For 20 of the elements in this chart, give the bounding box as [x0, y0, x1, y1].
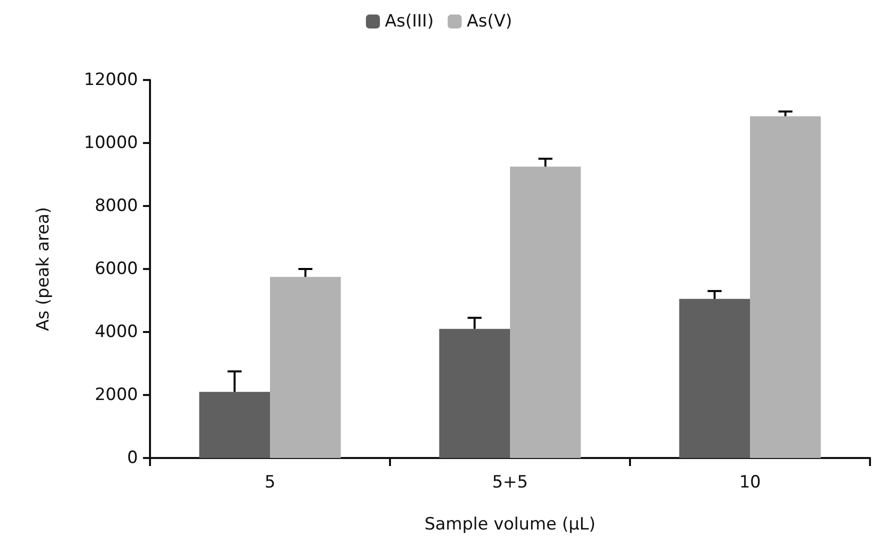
- y-tick-label: 4000: [94, 322, 138, 342]
- y-tick-label: 6000: [94, 259, 138, 279]
- x-tick-label: 10: [739, 472, 761, 492]
- bar: [270, 276, 341, 458]
- x-axis-title: Sample volume (µL): [424, 514, 596, 534]
- legend-label: As(V): [466, 12, 512, 32]
- x-tick-label: 5+5: [492, 472, 528, 492]
- y-tick-label: 12000: [84, 70, 138, 90]
- y-tick-label: 0: [127, 448, 138, 468]
- bar: [679, 298, 750, 458]
- bar: [750, 116, 821, 458]
- y-axis-title: As (peak area): [34, 207, 54, 331]
- bar: [510, 166, 581, 458]
- bar: [439, 328, 510, 458]
- y-tick-label: 2000: [94, 385, 138, 405]
- bar: [199, 392, 270, 458]
- x-tick-label: 5: [264, 472, 276, 492]
- legend-label: As(III): [384, 12, 434, 32]
- y-tick-label: 10000: [84, 133, 138, 153]
- y-tick-label: 8000: [94, 196, 138, 216]
